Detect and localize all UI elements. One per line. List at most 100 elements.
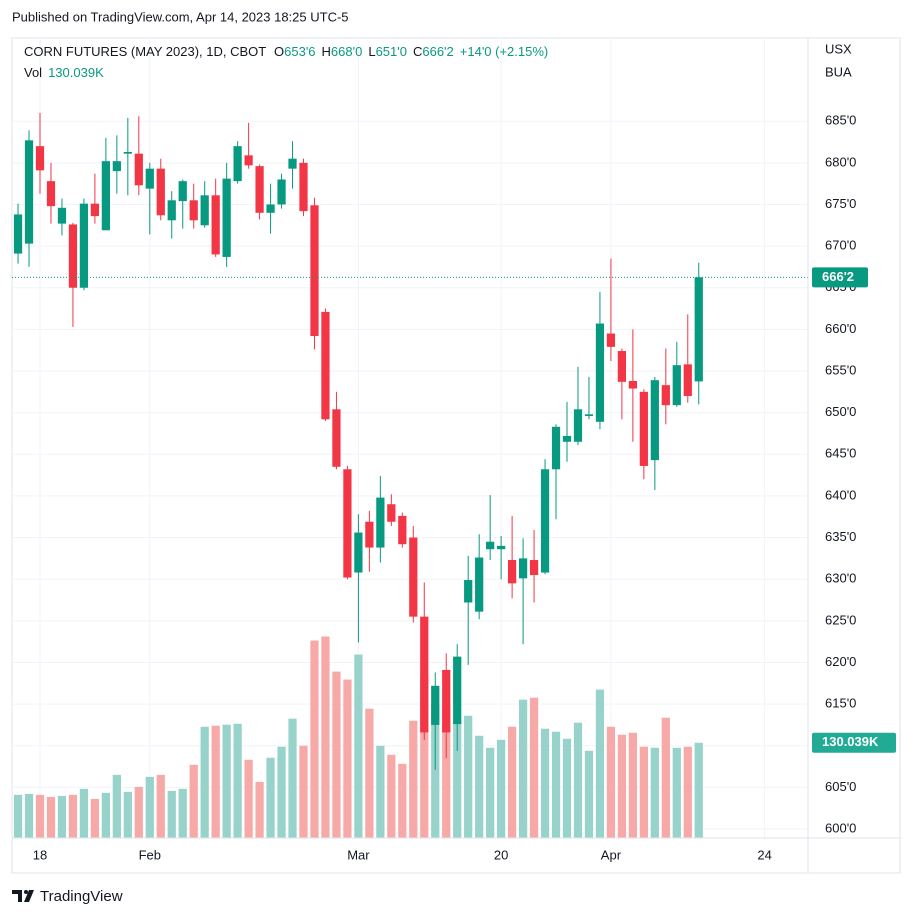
candle-body: [486, 541, 495, 550]
candle-body: [222, 178, 231, 257]
candle-body: [540, 469, 550, 573]
candle-body: [562, 435, 572, 442]
volume-bar: [606, 726, 616, 838]
candle-body: [244, 155, 253, 166]
candle-body: [376, 497, 385, 548]
volume-bar: [475, 735, 484, 838]
x-tick-label: 18: [33, 847, 47, 862]
candle-body: [639, 391, 648, 466]
legend-value: 651'0: [376, 44, 407, 59]
volume-bar: [233, 723, 242, 838]
candle-body: [156, 168, 165, 216]
legend-key: C: [413, 44, 422, 59]
volume-bar: [464, 715, 473, 838]
candle-layer: [12, 112, 808, 770]
volume-bar: [497, 739, 506, 838]
candle-body: [255, 166, 264, 213]
y-tick-label: 675'0: [825, 196, 856, 211]
candle-body: [475, 557, 484, 612]
candle-body: [46, 181, 56, 207]
volume-label-box: [812, 732, 896, 753]
x-tick-label: 20: [494, 847, 508, 862]
candle-body: [672, 365, 681, 406]
volume-bar: [332, 671, 341, 838]
volume-bar: [639, 746, 648, 838]
volume-bar: [595, 689, 605, 838]
x-tick-label: Feb: [139, 847, 161, 862]
volume-bar: [299, 745, 308, 838]
legend-change: +14'0 (+2.15%): [460, 44, 549, 59]
volume-bar: [255, 781, 264, 838]
volume-bar: [277, 746, 286, 838]
volume-bar: [156, 774, 165, 838]
candle-body: [595, 323, 605, 422]
candle-body: [310, 205, 319, 337]
volume-bar: [57, 795, 67, 838]
candle-body: [332, 409, 341, 467]
volume-bar: [310, 640, 319, 838]
candle-body: [145, 168, 154, 189]
candle-body: [661, 385, 670, 406]
volume-bar: [112, 774, 121, 838]
chart-frame: [11, 37, 901, 874]
volume-bar: [68, 794, 78, 838]
volume-bar: [694, 742, 703, 838]
candle-body: [453, 656, 462, 725]
candle-body: [299, 162, 308, 212]
volume-bar: [134, 786, 143, 838]
footer-logo: [12, 890, 34, 902]
volume-bar: [431, 703, 440, 838]
volume-layer: [13, 636, 703, 838]
candle-body: [35, 146, 45, 171]
candle-body: [365, 521, 374, 548]
volume-bar: [486, 747, 495, 838]
volume-bar: [365, 708, 374, 838]
published-note: Published on TradingView.com, Apr 14, 20…: [12, 9, 349, 24]
candle-body: [68, 224, 78, 288]
x-tick-label: Apr: [601, 847, 622, 862]
volume-bar: [540, 728, 550, 838]
y-tick-label: 605'0: [825, 779, 856, 794]
currency: USX: [825, 41, 852, 56]
y-tick-label: 620'0: [825, 654, 856, 669]
x-tick-label: Mar: [347, 847, 370, 862]
volume-bar: [244, 759, 253, 838]
candle-body: [13, 214, 23, 254]
grid: [12, 38, 808, 838]
candle-body: [288, 158, 297, 169]
candle-body: [343, 469, 352, 578]
volume-bar: [189, 764, 198, 838]
volume-bar: [167, 790, 176, 838]
symbol: CORN FUTURES (MAY 2023), 1D, CBOT: [24, 44, 266, 59]
volume-bar: [387, 754, 396, 838]
candle-body: [497, 545, 506, 550]
volume-bar: [442, 706, 451, 838]
y-tick-label: 640'0: [825, 487, 856, 502]
volume-bar: [453, 721, 462, 838]
legend-key: H: [322, 44, 331, 59]
volume-bar: [573, 722, 583, 838]
y-tick-label: 660'0: [825, 321, 856, 336]
candle-body: [189, 200, 198, 221]
y-tick-label: 650'0: [825, 404, 856, 419]
candle-body: [79, 203, 89, 288]
volume-bar: [46, 796, 56, 838]
volume-bar: [343, 679, 352, 838]
candle-body: [134, 153, 143, 186]
y-tick-label: 670'0: [825, 238, 856, 253]
y-tick-label: 615'0: [825, 696, 856, 711]
volume-value: 130.039K: [48, 65, 104, 80]
y-tick-label: 645'0: [825, 446, 856, 461]
axes: 600'0605'0610'0615'0620'0625'0630'0635'0…: [33, 113, 896, 862]
volume-bar: [13, 794, 23, 838]
volume-name: Vol: [24, 65, 42, 80]
candle-body: [101, 161, 110, 231]
candle-body: [518, 558, 528, 579]
last-price-label: 666'2: [822, 269, 854, 284]
volume-bar: [661, 717, 670, 838]
y-tick-label: 600'0: [825, 820, 856, 835]
candle-body: [266, 204, 275, 213]
volume-bar: [90, 798, 100, 838]
y-tick-label: 625'0: [825, 612, 856, 627]
